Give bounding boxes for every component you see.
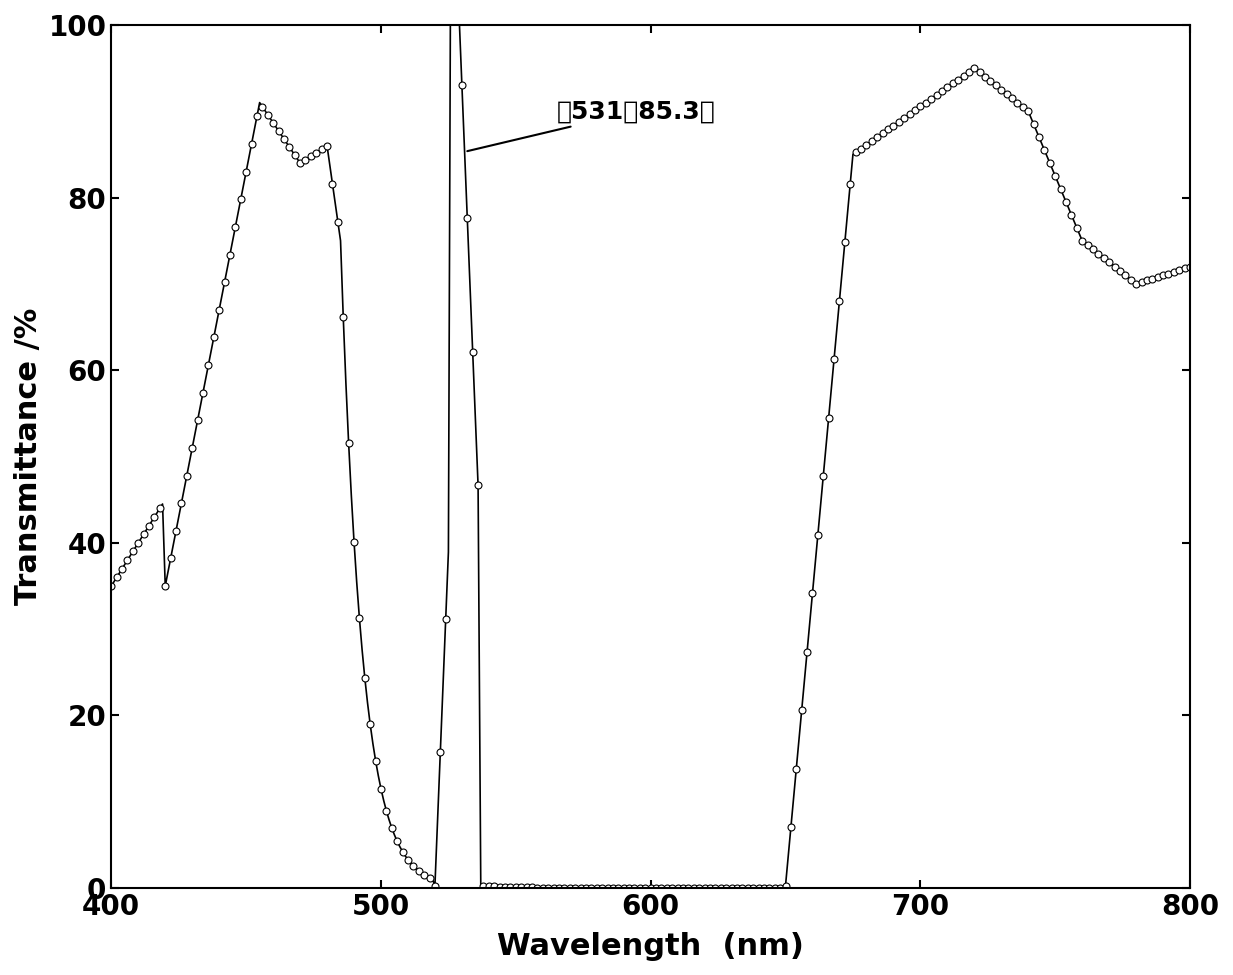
Text: （531，85.3）: （531，85.3） (467, 99, 715, 151)
Y-axis label: Transmittance /%: Transmittance /% (14, 308, 43, 605)
X-axis label: Wavelength  (nm): Wavelength (nm) (497, 932, 804, 961)
